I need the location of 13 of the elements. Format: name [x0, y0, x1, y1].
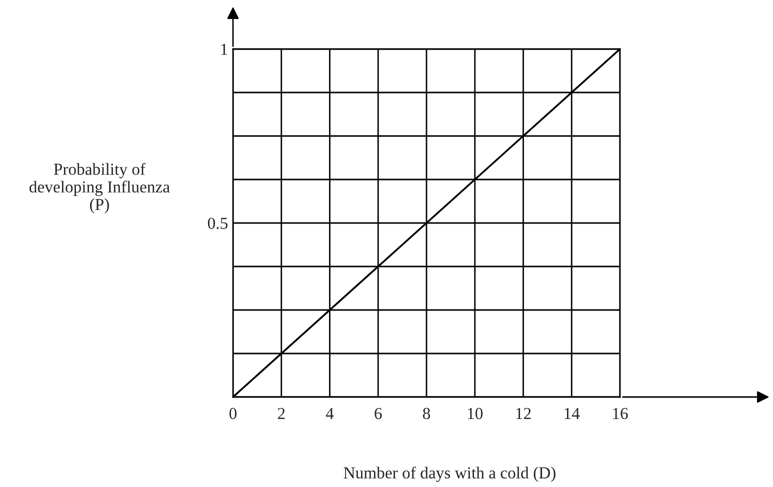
y-tick-label: 1 [221, 44, 228, 55]
x-tick-label: 0 [229, 408, 237, 420]
y-axis-title: Probability of developing Influenza (P) [30, 162, 170, 214]
x-tick-label: 16 [613, 408, 628, 420]
x-tick-label: 6 [374, 408, 382, 420]
x-tick-label: 2 [278, 408, 285, 419]
x-tick-label: 10 [468, 408, 483, 420]
x-axis-title: Number of days with a cold (D) [344, 466, 556, 482]
x-tick-label: 14 [564, 408, 580, 419]
x-tick-label: 4 [326, 408, 334, 419]
x-tick-label: 12 [516, 408, 531, 419]
y-tick-label: 0.5 [208, 218, 228, 230]
x-tick-label: 8 [422, 408, 430, 420]
